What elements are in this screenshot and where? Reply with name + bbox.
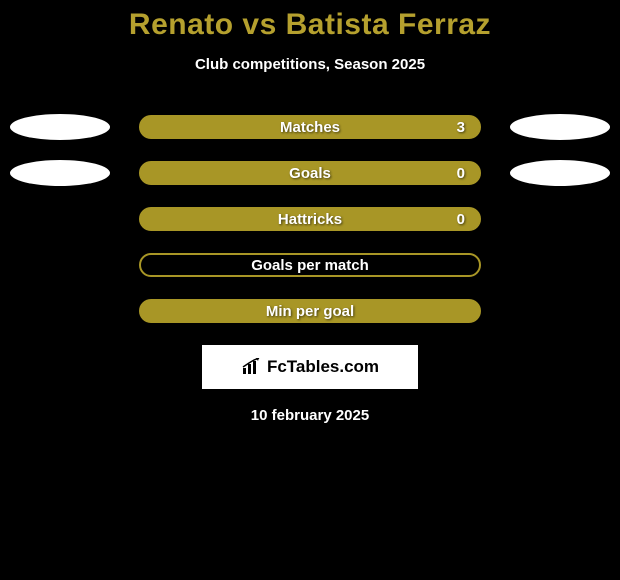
stat-label: Goals xyxy=(289,165,331,182)
subtitle: Club competitions, Season 2025 xyxy=(0,56,620,73)
stat-row: Min per goal xyxy=(0,299,620,323)
stat-bar: Hattricks 0 xyxy=(139,207,481,231)
stat-bar: Matches 3 xyxy=(139,115,481,139)
logo: FcTables.com xyxy=(241,357,379,377)
stat-value: 0 xyxy=(457,211,465,228)
comparison-infographic: Renato vs Batista Ferraz Club competitio… xyxy=(0,0,620,424)
stat-value: 0 xyxy=(457,165,465,182)
stat-row: Goals per match xyxy=(0,253,620,277)
page-title: Renato vs Batista Ferraz xyxy=(0,8,620,42)
logo-box: FcTables.com xyxy=(202,345,418,389)
stat-row: Matches 3 xyxy=(0,115,620,139)
right-ellipse xyxy=(510,114,610,140)
left-ellipse xyxy=(10,160,110,186)
stat-label: Min per goal xyxy=(266,303,354,320)
stat-label: Goals per match xyxy=(251,257,369,274)
stat-label: Hattricks xyxy=(278,211,342,228)
stat-bar: Goals 0 xyxy=(139,161,481,185)
bar-chart-icon xyxy=(241,358,263,376)
left-ellipse xyxy=(10,114,110,140)
stat-row: Goals 0 xyxy=(0,161,620,185)
stat-label: Matches xyxy=(280,119,340,136)
stat-value: 3 xyxy=(457,119,465,136)
stat-row: Hattricks 0 xyxy=(0,207,620,231)
date-text: 10 february 2025 xyxy=(0,407,620,424)
stat-bar: Min per goal xyxy=(139,299,481,323)
stat-rows: Matches 3 Goals 0 Hattricks 0 Goals per match M… xyxy=(0,115,620,323)
right-ellipse xyxy=(510,160,610,186)
stat-bar: Goals per match xyxy=(139,253,481,277)
logo-text: FcTables.com xyxy=(267,357,379,377)
